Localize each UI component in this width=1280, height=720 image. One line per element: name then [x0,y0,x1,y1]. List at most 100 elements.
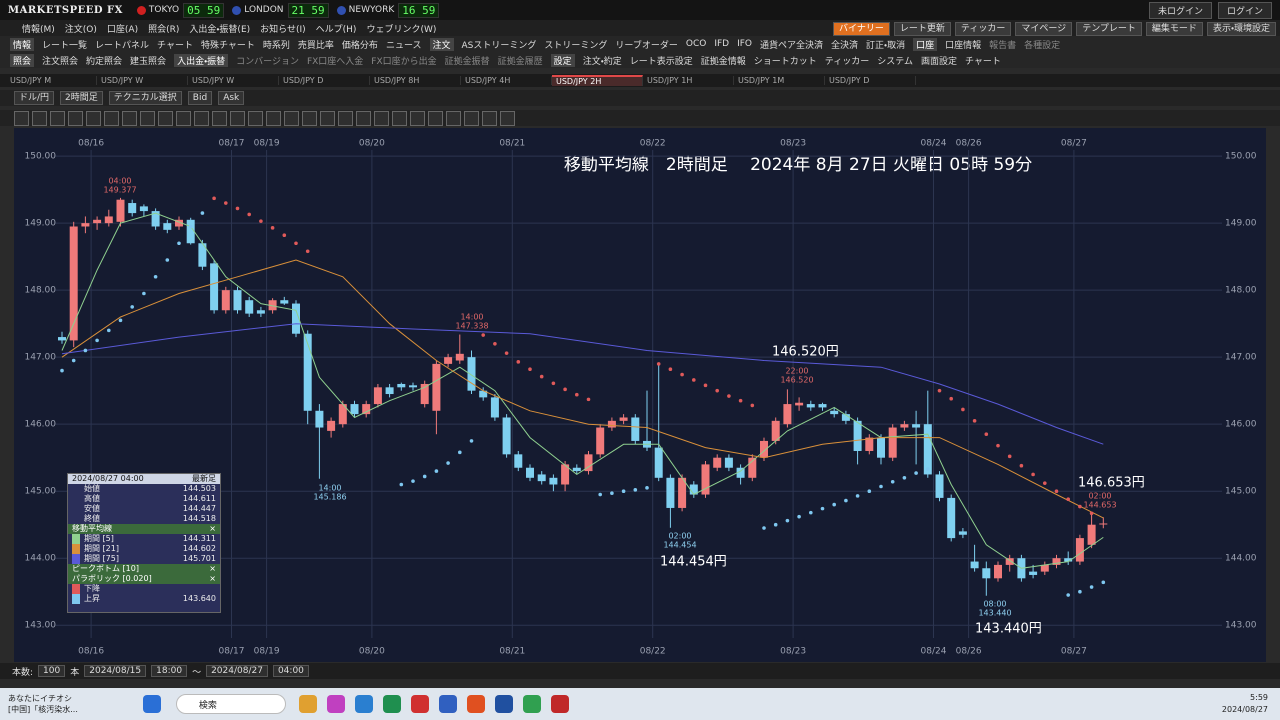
toolbar-button[interactable]: レートパネル [95,40,150,51]
app-icon[interactable] [382,695,401,713]
menu-item[interactable]: 口座(A) [106,24,139,35]
toolbar-button[interactable]: マイページ [1015,22,1073,36]
app-icon[interactable] [550,695,569,713]
toolbar-button[interactable]: 全決済 [831,40,859,51]
menu-item[interactable]: ヘルプ(H) [315,24,357,35]
toolbar-button[interactable]: 価格分布 [341,40,378,51]
tool-icon[interactable] [428,110,443,126]
toolbar-button[interactable]: レート一覧 [42,40,88,51]
toolbar-button[interactable]: 注文 [429,37,454,51]
chart-tab[interactable]: USD/JPY D [279,76,370,85]
tool-icon[interactable] [302,110,317,126]
toolbar-button[interactable]: 証拠金振替 [444,56,490,67]
tool-icon[interactable] [482,110,497,126]
toolbar-button[interactable]: 注文照会 [42,56,79,67]
toolbar-button[interactable]: OCO [685,39,707,49]
search-box[interactable]: 検索 [175,694,286,714]
toolbar-button[interactable]: バイナリー [833,22,890,36]
tool-icon[interactable] [338,110,353,126]
tool-icon[interactable] [392,110,407,126]
tool-icon[interactable] [86,110,101,126]
tool-icon[interactable] [374,110,389,126]
app-icon[interactable] [522,695,541,713]
toolbar-button[interactable]: 設定 [550,53,575,67]
tool-icon[interactable] [194,110,209,126]
toolbar-button[interactable]: 証拠金情報 [700,56,746,67]
tool-icon[interactable] [68,110,83,126]
toolbar-button[interactable]: 口座 [913,37,938,51]
chart-tab[interactable]: USD/JPY 1H [643,76,734,85]
toolbar-button[interactable]: IFD [714,39,730,49]
app-icon[interactable] [326,695,345,713]
toolbar-button[interactable]: 時系列 [262,40,290,51]
tool-icon[interactable] [14,110,29,126]
tool-icon[interactable] [410,110,425,126]
toolbar-button[interactable]: 口座情報 [945,40,982,51]
chart-tab[interactable]: USD/JPY W [188,76,279,85]
chart-toolbar-item[interactable]: Bid [187,91,213,105]
toolbar-button[interactable]: FX口座へ入金 [306,56,364,67]
close-button[interactable]: × [209,564,216,573]
menu-item[interactable]: お知らせ(I) [260,24,306,35]
toolbar-button[interactable]: ニュース [385,40,422,51]
menu-item[interactable]: 照会(R) [148,24,180,35]
login-button[interactable]: ログイン [1217,2,1272,19]
tool-icon[interactable] [140,110,155,126]
tool-icon[interactable] [356,110,371,126]
app-icon[interactable] [298,695,317,713]
tool-icon[interactable] [212,110,227,126]
toolbar-button[interactable]: 注文・約定 [582,56,622,67]
chart-toolbar-item[interactable]: ドル/円 [14,91,55,105]
toolbar-button[interactable]: 売買比率 [297,40,334,51]
tool-icon[interactable] [122,110,137,126]
tool-icon[interactable] [50,110,65,126]
menu-item[interactable]: 注文(O) [64,24,97,35]
toolbar-button[interactable]: ストリーミング [544,40,608,51]
chart-toolbar-item[interactable]: 2時間足 [60,91,103,105]
tool-icon[interactable] [248,110,263,126]
tool-icon[interactable] [320,110,335,126]
app-icon[interactable] [466,695,485,713]
widget[interactable]: あなたにイチオシ [中国]「核汚染水... [8,693,78,715]
toolbar-button[interactable]: IFO [737,39,753,49]
close-button[interactable]: × [209,524,216,533]
menu-item[interactable]: 入出金・振替(E) [189,24,251,35]
tool-icon[interactable] [500,110,515,126]
tool-icon[interactable] [464,110,479,126]
menu-item[interactable]: 情報(M) [22,24,55,35]
chart-tab[interactable]: USD/JPY W [97,76,188,85]
toolbar-button[interactable]: 証拠金履歴 [497,56,543,67]
toolbar-button[interactable]: レート表示設定 [629,56,693,67]
toolbar-button[interactable]: リーブオーダー [615,40,678,51]
toolbar-button[interactable]: 訂正・取消 [866,40,906,51]
chart-toolbar-item[interactable]: テクニカル選択 [108,91,182,105]
tool-icon[interactable] [284,110,299,126]
toolbar-button[interactable]: ASストリーミング [461,40,537,51]
toolbar-button[interactable]: 報告書 [989,40,1017,51]
toolbar-button[interactable]: 特殊チャート [200,40,255,51]
chart-tab[interactable]: USD/JPY 2H [552,75,643,86]
tool-icon[interactable] [230,110,245,126]
tool-icon[interactable] [266,110,281,126]
chart-tab[interactable]: USD/JPY 1M [734,76,825,85]
toolbar-button[interactable]: 表示・環境設定 [1206,22,1276,36]
toolbar-button[interactable]: システム [877,56,913,67]
toolbar-button[interactable]: 画面設定 [921,56,958,67]
toolbar-button[interactable]: 約定照会 [86,56,123,67]
app-icon[interactable] [494,695,513,713]
tool-icon[interactable] [104,110,119,126]
toolbar-button[interactable]: ショートカット [753,56,817,67]
toolbar-button[interactable]: テンプレート [1076,22,1142,36]
start-icon[interactable] [142,695,161,713]
toolbar-button[interactable]: ティッカー [954,22,1012,36]
login-button[interactable]: 未ログイン [1148,2,1212,19]
close-button[interactable]: × [209,574,216,583]
toolbar-button[interactable]: ティッカー [824,56,870,67]
toolbar-button[interactable]: コンバージョン [236,56,299,67]
toolbar-button[interactable]: 各種設定 [1024,40,1061,51]
toolbar-button[interactable]: 情報 [10,37,35,51]
chart-tab[interactable]: USD/JPY M [6,76,97,85]
chart-tab[interactable]: USD/JPY 4H [461,76,552,85]
menu-item[interactable]: ウェブリンク(W) [366,24,437,35]
app-icon[interactable] [354,695,373,713]
